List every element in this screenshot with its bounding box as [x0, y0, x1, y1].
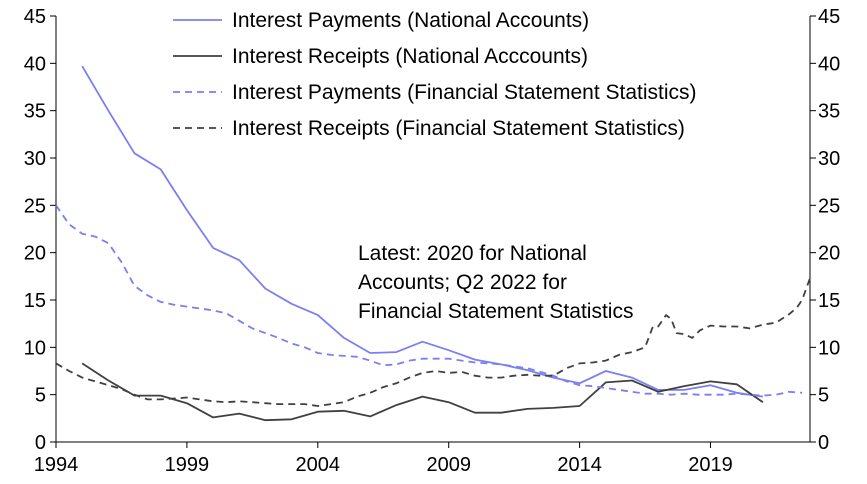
left-tick-label: 40 — [24, 53, 46, 75]
legend-label-2: Interest Receipts (National Acccounts) — [232, 45, 588, 68]
left-tick-label: 0 — [35, 432, 46, 454]
x-tick-label: 2004 — [296, 454, 341, 476]
left-tick-label: 25 — [24, 195, 46, 217]
right-tick-label: 0 — [818, 432, 829, 454]
legend-label-3: Interest Payments (Financial Statement S… — [232, 81, 697, 104]
right-tick-label: 25 — [818, 195, 840, 217]
right-tick-label: 40 — [818, 53, 840, 75]
annotation-line-2: Accounts; Q2 2022 for — [358, 271, 567, 294]
legend-label-4: Interest Receipts (Financial Statement S… — [232, 117, 685, 140]
left-tick-label: 15 — [24, 290, 46, 312]
left-tick-label: 5 — [35, 385, 46, 407]
annotation-line-1: Latest: 2020 for National — [358, 242, 587, 265]
x-tick-label: 1994 — [34, 454, 79, 476]
annotation: Latest: 2020 for National Accounts; Q2 2… — [358, 242, 633, 323]
right-tick-label: 15 — [818, 290, 840, 312]
left-tick-label: 10 — [24, 337, 46, 359]
x-tick-label: 1999 — [165, 454, 210, 476]
right-tick-label: 30 — [818, 148, 840, 170]
series-line-3 — [55, 204, 803, 397]
annotation-line-3: Financial Statement Statistics — [358, 300, 633, 323]
right-ticks: 0 5 10 15 20 25 30 35 40 45 — [810, 6, 840, 454]
right-tick-label: 45 — [818, 6, 840, 28]
x-tick-label: 2009 — [426, 454, 471, 476]
legend-label-1: Interest Payments (National Accounts) — [232, 9, 589, 32]
right-tick-label: 35 — [818, 101, 840, 123]
left-tick-label: 35 — [24, 101, 46, 123]
series-line-2 — [81, 362, 764, 422]
series-line-1 — [81, 65, 764, 398]
series-line-4 — [55, 277, 811, 407]
series-lines — [55, 65, 811, 422]
right-tick-label: 10 — [818, 337, 840, 359]
right-tick-label: 20 — [818, 243, 840, 265]
x-ticks: 1994 1999 2004 2009 2014 2019 — [34, 442, 733, 476]
left-tick-label: 45 — [24, 6, 46, 28]
right-tick-label: 5 — [818, 385, 829, 407]
left-tick-label: 30 — [24, 148, 46, 170]
x-tick-label: 2019 — [688, 454, 733, 476]
axes: 0 5 10 15 20 25 30 35 40 45 0 5 10 15 20 25 30 35 40 45 19… — [24, 6, 841, 476]
legend: Interest Payments (National Accounts) Int… — [173, 9, 697, 140]
left-tick-label: 20 — [24, 243, 46, 265]
left-ticks: 0 5 10 15 20 25 30 35 40 45 — [24, 6, 56, 454]
x-tick-label: 2014 — [557, 454, 602, 476]
